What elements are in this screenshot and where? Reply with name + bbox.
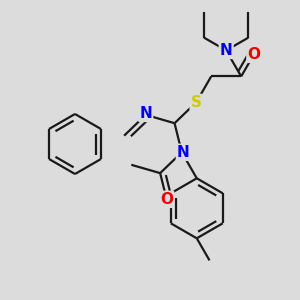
Text: N: N bbox=[140, 106, 152, 121]
Text: N: N bbox=[177, 145, 190, 160]
Text: S: S bbox=[191, 95, 202, 110]
Text: O: O bbox=[248, 47, 260, 62]
Text: O: O bbox=[160, 192, 173, 207]
Text: N: N bbox=[220, 43, 233, 58]
